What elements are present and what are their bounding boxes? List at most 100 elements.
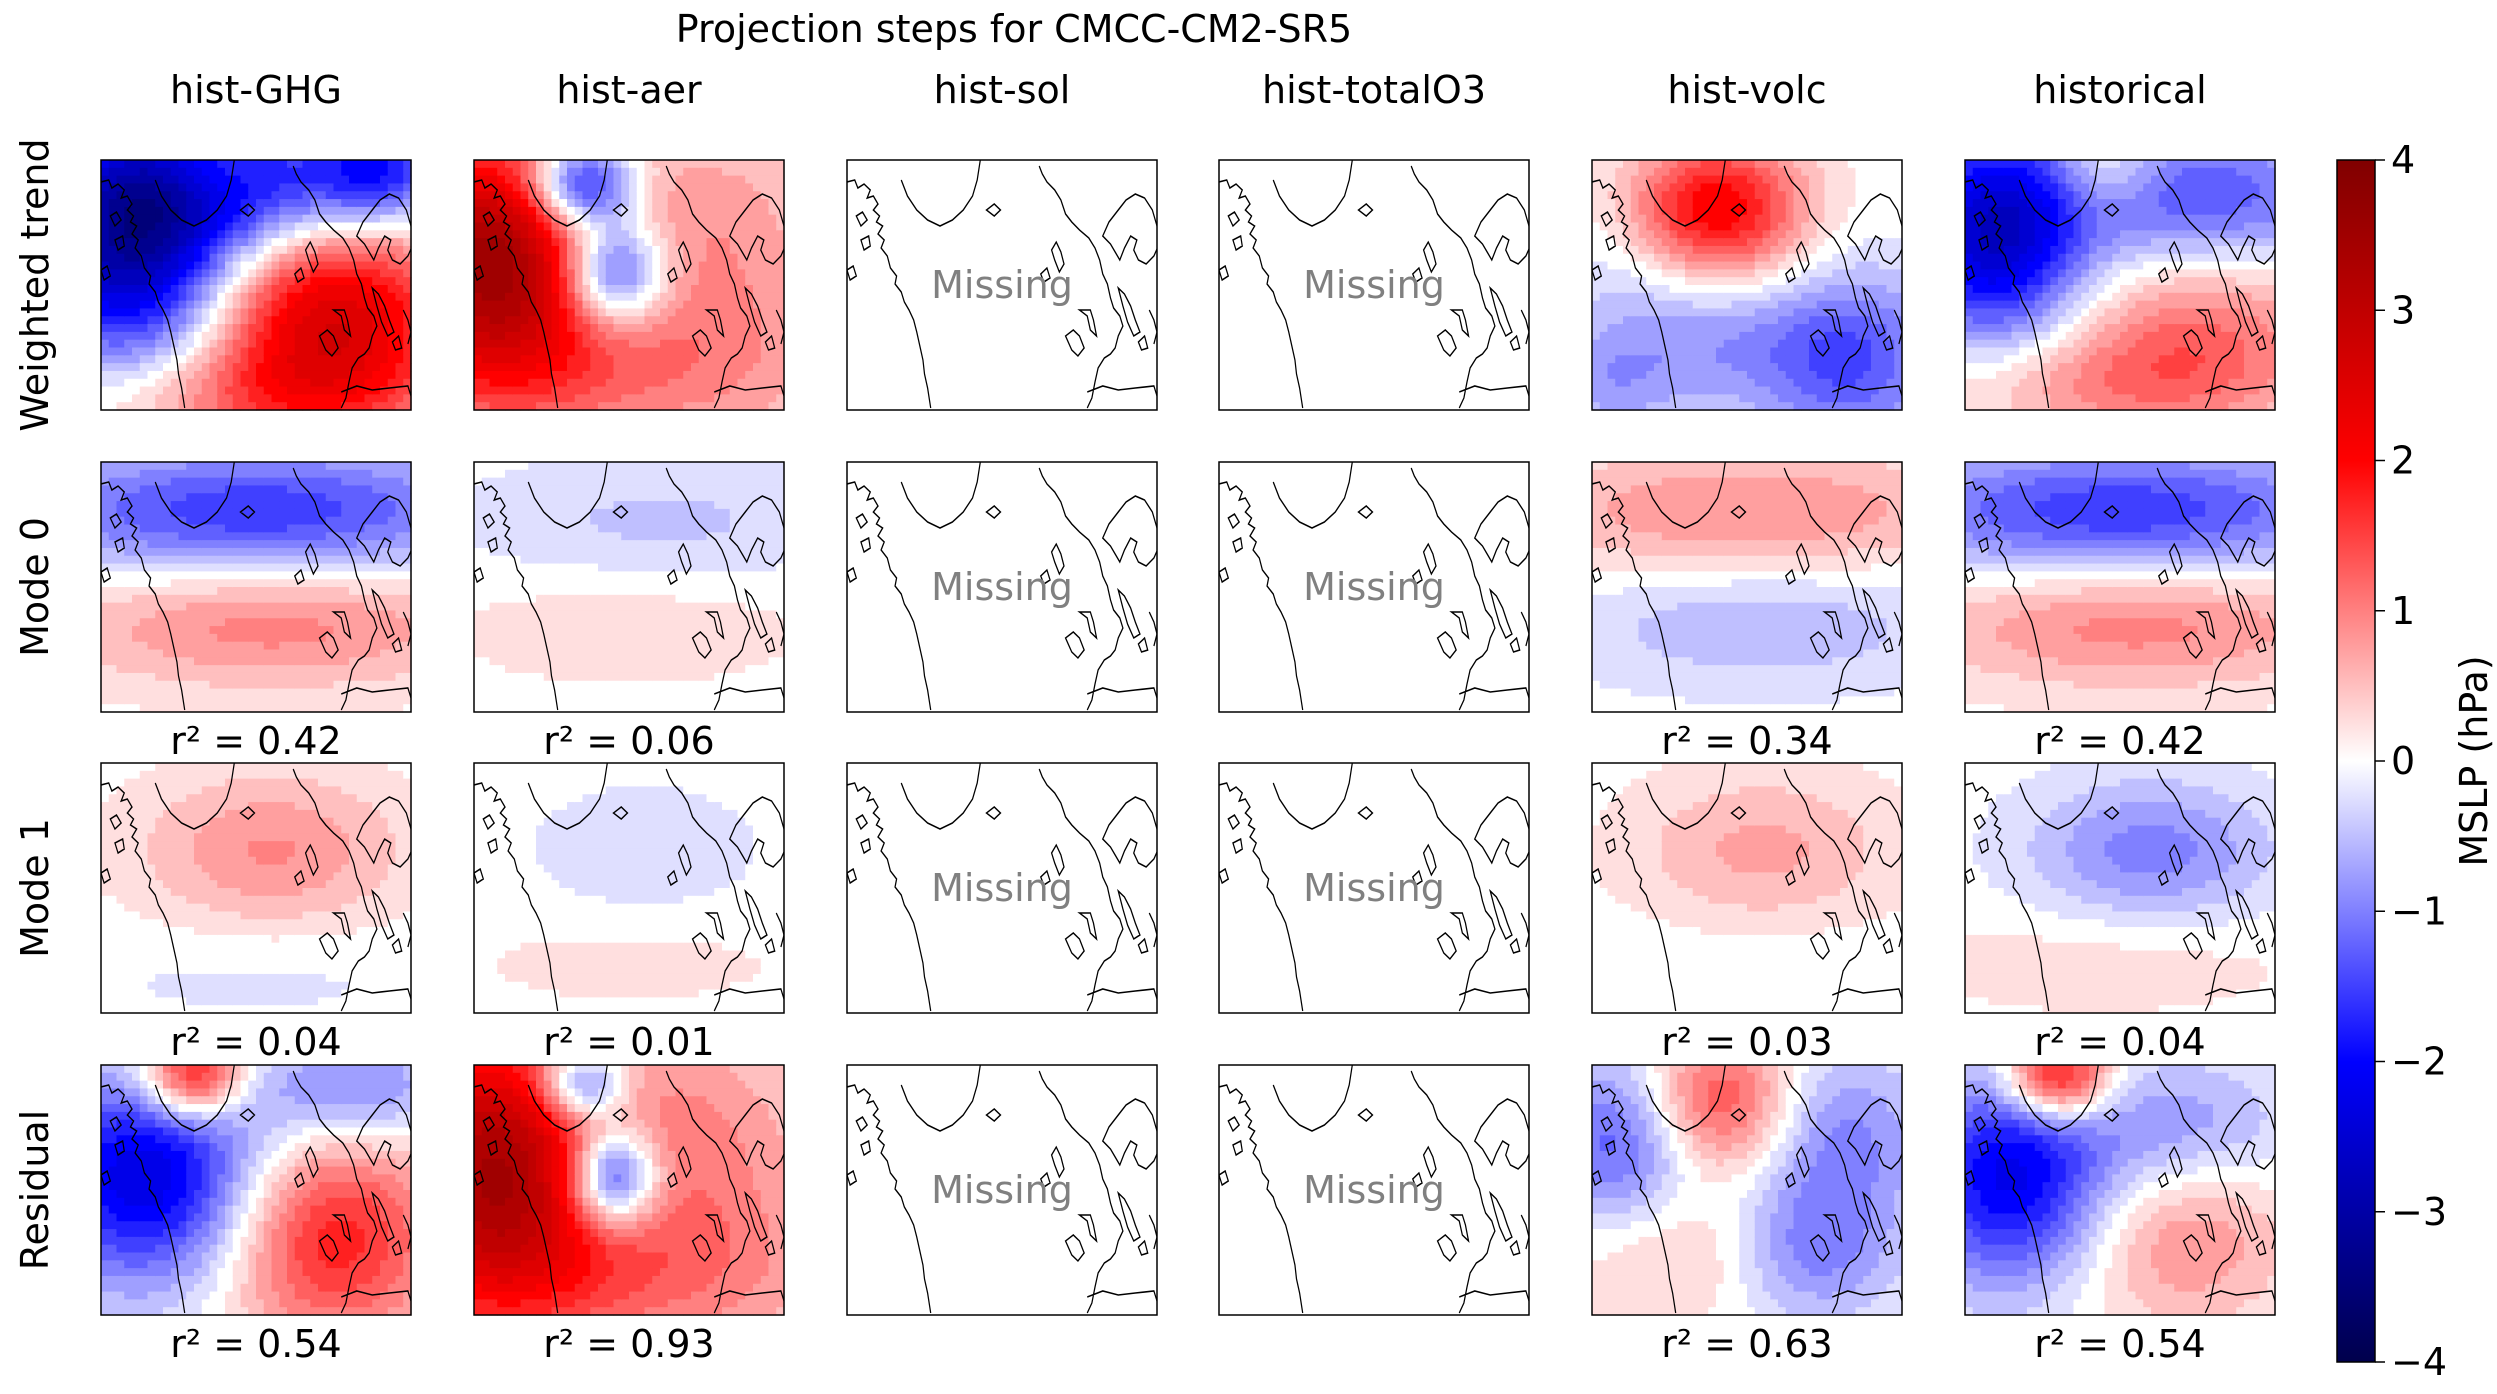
field-cell: [2213, 324, 2222, 333]
field-cell: [753, 339, 762, 349]
field-cell: [2189, 230, 2199, 239]
field-cell: [201, 230, 211, 239]
field-cell: [248, 245, 257, 255]
field-cell: [325, 386, 335, 395]
field-cell: [1599, 316, 1609, 325]
field-cell: [582, 378, 591, 388]
field-cell: [1646, 402, 1655, 411]
field-cell: [2096, 230, 2106, 239]
field-cell: [2104, 324, 2113, 333]
field-cell: [1592, 378, 1601, 388]
field-cell: [225, 394, 234, 403]
field-cell: [101, 277, 110, 286]
field-cell: [2182, 206, 2191, 216]
field-cell: [2197, 199, 2206, 208]
field-cell: [667, 222, 677, 231]
field-cell: [263, 183, 273, 192]
field-cell: [2073, 355, 2082, 364]
field-cell: [1886, 191, 1895, 200]
field-cell: [1801, 347, 1810, 356]
field-cell: [1677, 347, 1686, 356]
field-cell: [294, 363, 304, 372]
field-cell: [387, 238, 397, 247]
field-cell: [1801, 285, 1810, 294]
field-cell: [1980, 238, 1989, 247]
field-cell: [706, 324, 715, 333]
field-cell: [2050, 277, 2059, 286]
field-cell: [240, 245, 249, 255]
field-cell: [776, 378, 785, 388]
field-cell: [248, 175, 257, 185]
field-cell: [1965, 339, 1974, 349]
field-cell: [356, 363, 366, 372]
field-cell: [1855, 378, 1864, 388]
field-cell: [403, 206, 412, 216]
field-cell: [310, 214, 319, 224]
field-cell: [1840, 222, 1849, 231]
field-cell: [2166, 347, 2175, 356]
field-cell: [1878, 214, 1888, 224]
field-cell: [2073, 230, 2082, 239]
field-cell: [1677, 300, 1686, 310]
field-cell: [1661, 316, 1671, 325]
field-cell: [598, 269, 607, 278]
field-cell: [194, 206, 203, 216]
field-cell: [240, 238, 249, 247]
field-cell: [116, 261, 125, 270]
field-cell: [605, 308, 615, 317]
field-cell: [341, 245, 350, 255]
field-cell: [1785, 370, 1795, 380]
field-cell: [178, 355, 187, 364]
field-cell: [2220, 363, 2230, 372]
field-cell: [1646, 238, 1655, 247]
field-cell: [1840, 331, 1849, 341]
field-cell: [1615, 355, 1624, 364]
field-cell: [1886, 363, 1895, 372]
field-cell: [380, 277, 389, 286]
field-cell: [2205, 253, 2214, 263]
field-cell: [1599, 292, 1609, 302]
row-title: Mode 1: [13, 818, 57, 958]
field-cell: [1716, 300, 1725, 310]
field-cell: [1638, 363, 1647, 372]
field-cell: [691, 394, 700, 403]
field-cell: [1592, 206, 1601, 216]
field-cell: [1685, 167, 1694, 177]
field-cell: [1754, 331, 1764, 341]
field-cell: [1809, 363, 1818, 372]
field-cell: [1801, 316, 1810, 325]
field-cell: [2096, 285, 2106, 294]
field-cell: [1685, 285, 1694, 294]
field-cell: [248, 394, 257, 403]
field-cell: [691, 160, 700, 169]
field-cell: [170, 316, 180, 325]
field-cell: [2050, 331, 2059, 341]
field-cell: [644, 363, 653, 372]
field-cell: [225, 214, 234, 224]
field-cell: [155, 363, 164, 372]
field-cell: [2166, 331, 2175, 341]
field-cell: [403, 253, 412, 263]
field-cell: [1692, 206, 1702, 216]
field-cell: [2073, 269, 2082, 278]
field-cell: [1965, 331, 1974, 341]
field-cell: [380, 175, 389, 185]
field-cell: [652, 214, 661, 224]
field-cell: [186, 253, 195, 263]
field-cell: [652, 363, 661, 372]
field-cell: [1809, 339, 1818, 349]
field-cell: [582, 370, 591, 380]
field-cell: [582, 285, 591, 294]
field-cell: [232, 261, 242, 270]
field-cell: [2112, 222, 2121, 231]
field-cell: [1708, 183, 1717, 192]
field-cell: [240, 378, 249, 388]
field-cell: [698, 277, 708, 286]
field-cell: [590, 386, 599, 395]
field-cell: [1708, 230, 1717, 239]
field-cell: [1599, 339, 1609, 349]
field-cell: [567, 175, 576, 185]
field-cell: [2104, 394, 2113, 403]
field-cell: [652, 230, 661, 239]
field-cell: [1700, 355, 1709, 364]
